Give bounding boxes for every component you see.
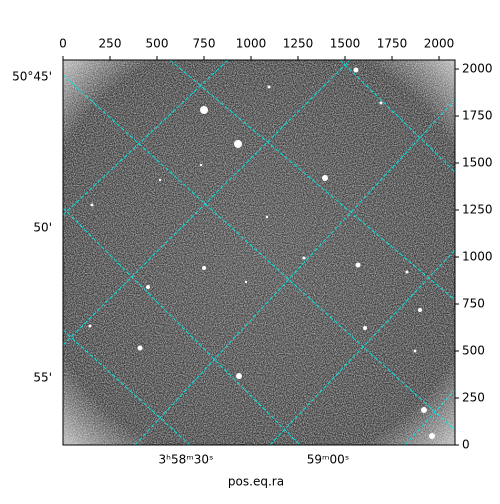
y-tick-label: 1500 — [462, 156, 493, 170]
x-tick-label: 2000 — [424, 37, 455, 51]
y-tick-label: 750 — [462, 297, 485, 311]
y-tick-label: 1250 — [462, 203, 493, 217]
x-tick-label: 1500 — [330, 37, 361, 51]
y-tick-label: 1000 — [462, 250, 493, 264]
x-tick-label: 1750 — [377, 37, 408, 51]
world-y-tick-label: 50' — [33, 221, 52, 235]
x-tick-label: 250 — [99, 37, 122, 51]
world-y-tick-label: 50°45' — [12, 70, 52, 84]
x-tick-label: 500 — [146, 37, 169, 51]
world-x-tick-label: 3ʰ58ᵐ30ˢ — [159, 453, 214, 467]
y-tick-label: 2000 — [462, 62, 493, 76]
world-y-tick-label: 55' — [33, 371, 52, 385]
x-tick-label: 1000 — [236, 37, 267, 51]
coordinate-grid — [63, 60, 455, 445]
frame — [62, 59, 456, 446]
y-tick-label: 500 — [462, 344, 485, 358]
world-x-tick-label: 59ᵐ00ˢ — [307, 453, 350, 467]
x-tick-label: 0 — [59, 37, 67, 51]
image — [63, 60, 455, 445]
y-tick-label: 0 — [462, 438, 470, 452]
x-tick-label: 750 — [193, 37, 216, 51]
x-axis-label: pos.eq.ra — [228, 475, 284, 489]
y-tick-label: 250 — [462, 391, 485, 405]
x-tick-label: 1250 — [283, 37, 314, 51]
y-tick-label: 1750 — [462, 109, 493, 123]
